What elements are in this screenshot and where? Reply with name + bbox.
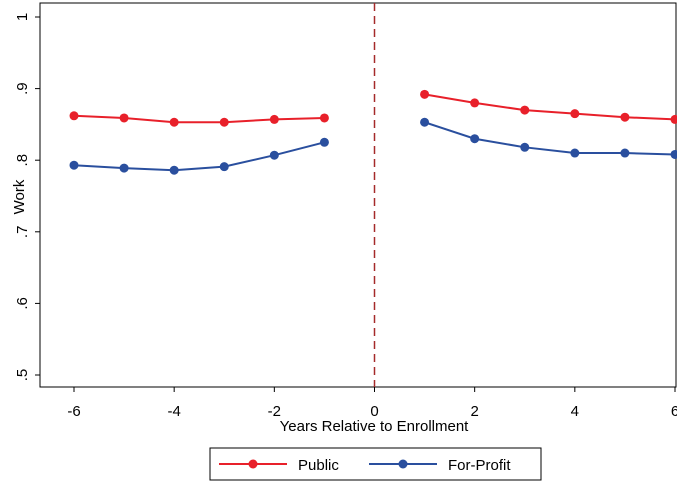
- x-tick-label: 4: [571, 403, 579, 420]
- data-point-public: [219, 117, 229, 127]
- legend-label-for-profit: For-Profit: [448, 457, 511, 474]
- legend: Public For-Profit: [209, 447, 542, 481]
- plot-frame: [39, 2, 677, 388]
- series-line-for-profit: [73, 141, 325, 172]
- x-tick-label: 2: [470, 403, 478, 420]
- y-tick-label: .7: [14, 226, 31, 239]
- y-tick-label: .6: [14, 297, 31, 310]
- data-point-for-profit: [420, 117, 430, 127]
- data-point-public: [69, 111, 79, 121]
- data-point-public: [570, 109, 580, 119]
- y-tick-label: .9: [14, 82, 31, 95]
- x-tick-label: 6: [671, 403, 677, 420]
- plot-area: [39, 2, 677, 388]
- data-point-public: [520, 105, 530, 115]
- series-line-for-profit: [424, 121, 676, 156]
- x-tick-label: -2: [268, 403, 281, 420]
- data-point-public: [670, 114, 677, 124]
- data-point-for-profit: [319, 137, 329, 147]
- data-point-for-profit: [570, 148, 580, 158]
- data-point-for-profit: [119, 163, 129, 173]
- data-point-public: [269, 114, 279, 124]
- y-tick-label: 1: [14, 13, 31, 21]
- x-axis-label: Years Relative to Enrollment: [280, 418, 470, 435]
- y-tick-label: .8: [14, 154, 31, 167]
- data-point-for-profit: [470, 134, 480, 144]
- data-point-public: [169, 117, 179, 127]
- data-point-for-profit: [520, 142, 530, 152]
- legend-marker-for-profit: [398, 459, 408, 469]
- data-point-public: [420, 89, 430, 99]
- data-point-public: [319, 113, 329, 123]
- y-tick-label: .5: [14, 369, 31, 382]
- data-point-for-profit: [219, 162, 229, 172]
- x-axis: -6 -4 -2 0 2 4 6: [67, 387, 677, 420]
- series-line-public: [73, 114, 325, 124]
- data-point-public: [620, 112, 630, 122]
- data-point-for-profit: [670, 149, 677, 159]
- data-point-for-profit: [269, 150, 279, 160]
- y-axis: .5 .6 .7 .8 .9 1: [14, 13, 40, 381]
- data-point-for-profit: [620, 148, 630, 158]
- series-line-public: [424, 93, 676, 121]
- y-axis-label: Work: [11, 179, 28, 214]
- x-tick-label: -6: [67, 403, 80, 420]
- x-tick-label: -4: [167, 403, 180, 420]
- legend-label-public: Public: [298, 457, 339, 474]
- data-point-for-profit: [169, 165, 179, 175]
- x-tick-label: 0: [370, 403, 378, 420]
- data-point-public: [470, 98, 480, 108]
- data-point-public: [119, 113, 129, 123]
- data-point-for-profit: [69, 160, 79, 170]
- legend-marker-public: [248, 459, 258, 469]
